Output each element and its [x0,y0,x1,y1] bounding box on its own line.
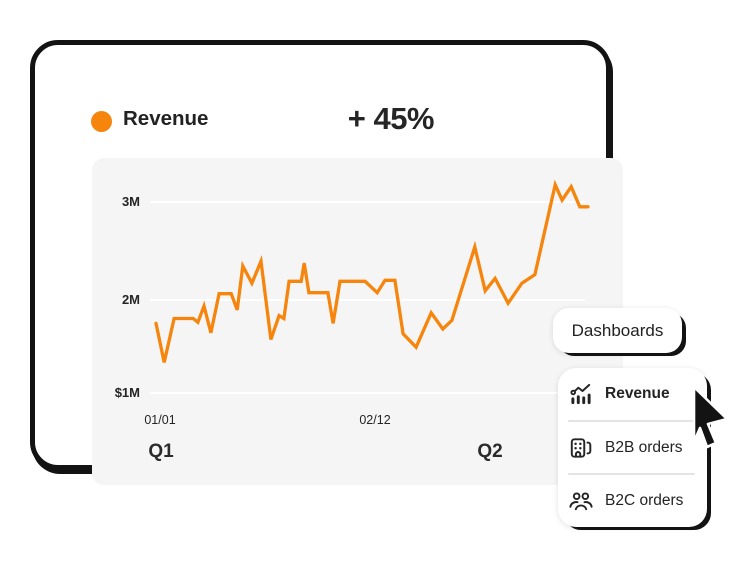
menu-divider [568,473,695,476]
revenue-chart: 3M 2M $1M 01/01 02/12 Q1 Q2 [92,158,623,485]
y-axis-tick-2m: 2M [121,292,140,307]
menu-item-label: Revenue [605,384,670,402]
delta-badge: + 45% [347,101,435,136]
menu-item-b2c-orders[interactable]: B2C orders [558,475,707,527]
card-title: Revenue [123,107,209,130]
dashboards-button[interactable]: Dashboards [553,308,682,353]
menu-item-label: B2B orders [605,438,683,456]
revenue-card: Revenue + 45% 3M 2M $1M 01/01 02/12 Q1 Q… [30,40,623,485]
bar-line-chart-icon [570,383,591,404]
menu-item-b2b-orders[interactable]: B2B orders [558,422,707,474]
people-group-icon [569,492,593,511]
gridline-3m [150,201,585,203]
menu-divider [568,419,695,422]
dashboards-menu: Revenue B2B orders [558,368,707,527]
x-axis-tick-0212: 02/12 [359,413,391,427]
menu-item-revenue[interactable]: Revenue [558,368,707,420]
revenue-dot-icon [91,111,112,132]
quarter-label-q1: Q1 [148,441,174,462]
building-icon [570,437,592,458]
quarter-label-q2: Q2 [477,441,503,462]
mouse-cursor-icon [692,385,729,449]
y-axis-tick-1m: $1M [114,385,140,400]
x-axis-tick-0101: 01/01 [144,413,176,427]
y-axis-tick-3m: 3M [121,194,140,209]
gridline-2m [150,299,585,301]
dashboards-button-label: Dashboards [571,320,664,340]
menu-item-label: B2C orders [605,492,684,510]
gridline-1m [150,392,585,394]
revenue-line-series [154,179,590,363]
